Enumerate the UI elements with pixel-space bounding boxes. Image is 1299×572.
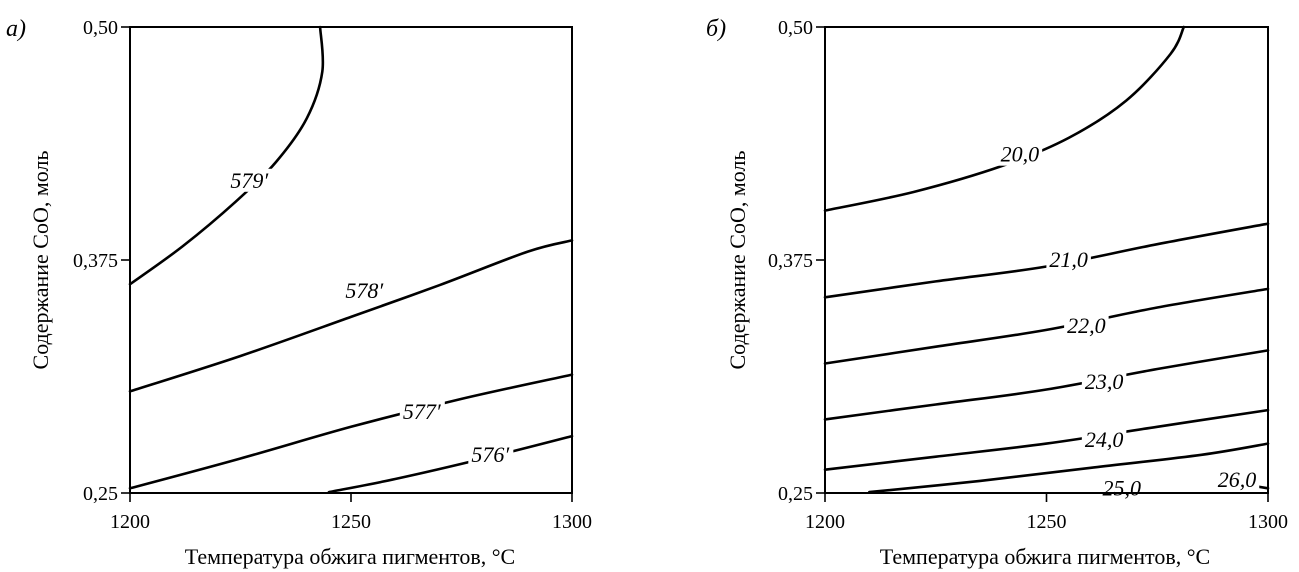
contour-label-halo-a (399, 399, 445, 423)
axis-ticks-a: 1200 1250 1300 0,25 0,375 0,50 (73, 17, 592, 533)
x-axis-title-a: Температура обжига пигментов, °C (185, 544, 515, 569)
y-axis-title-b: Содержание CoO, моль (725, 151, 750, 370)
contour-label-a: 576′ (471, 442, 510, 467)
contour-line-b (823, 25, 1186, 212)
contour-label-halo-a (342, 278, 388, 302)
contour-label-a: 578′ (345, 278, 384, 303)
contour-line-b (823, 408, 1270, 471)
contour-label-a: 579′ (230, 168, 269, 193)
contour-label-halo-a (227, 168, 273, 192)
contour-line-b (868, 442, 1270, 494)
y-tick-label-b: 0,25 (778, 483, 813, 505)
x-tick-label-a: 1200 (110, 511, 150, 533)
x-tick-label-b: 1250 (1027, 511, 1067, 533)
contour-lines-b: 20,0 21,0 22,0 23,0 24,0 25,0 26,0 (823, 25, 1270, 500)
y-tick-label-a: 0,50 (83, 17, 118, 39)
y-axis-title-a: Содержание CoO, моль (28, 151, 53, 370)
contour-label-b: 26,0 (1218, 467, 1257, 492)
panel-label-a: а) (6, 16, 26, 42)
contour-label-b: 20,0 (1001, 142, 1040, 167)
contour-label-halo-b (1081, 427, 1127, 451)
contour-line-a (128, 373, 574, 490)
contour-label-halo-b (1081, 370, 1127, 394)
contour-line-a (128, 25, 325, 286)
contour-label-a: 577′ (403, 399, 442, 424)
x-tick-label-b: 1200 (805, 511, 845, 533)
y-tick-label-a: 0,375 (73, 250, 118, 272)
x-tick-label-a: 1300 (552, 511, 592, 533)
y-tick-label-b: 0,375 (768, 250, 813, 272)
plot-frame-a (129, 26, 573, 494)
x-tick-label-b: 1300 (1248, 511, 1288, 533)
contour-label-b: 21,0 (1049, 247, 1088, 272)
contour-label-halo-b (997, 142, 1043, 166)
x-tick-label-a: 1250 (331, 511, 371, 533)
contour-label-b: 22,0 (1067, 313, 1106, 338)
contour-lines-a: 579′ 578′ 577′ 576′ (128, 25, 574, 494)
contour-panel-b: б) Температура обжига пигментов, °C Соде… (706, 16, 1288, 569)
x-axis-title-b: Температура обжига пигментов, °C (880, 544, 1210, 569)
contour-label-b: 25,0 (1103, 475, 1142, 500)
contour-line-b (823, 349, 1270, 421)
contour-label-halo-b (1064, 314, 1109, 338)
contour-panel-a: а) Температура обжига пигментов, °C Соде… (6, 16, 592, 569)
contour-label-halo-a (468, 442, 514, 466)
panel-label-b: б) (706, 16, 726, 42)
contour-label-b: 23,0 (1085, 369, 1124, 394)
axis-ticks-b: 1200 1250 1300 0,25 0,375 0,50 (768, 17, 1288, 533)
contour-label-halo-b (1046, 248, 1091, 271)
contour-line-a (128, 239, 574, 393)
plot-frame-b (824, 26, 1269, 494)
y-tick-label-a: 0,25 (83, 483, 118, 505)
contour-line-a (327, 434, 574, 494)
contour-line-b (823, 287, 1270, 365)
y-tick-label-b: 0,50 (778, 17, 813, 39)
contour-label-b: 24,0 (1085, 427, 1124, 452)
contour-label-halo-b (1214, 467, 1260, 491)
